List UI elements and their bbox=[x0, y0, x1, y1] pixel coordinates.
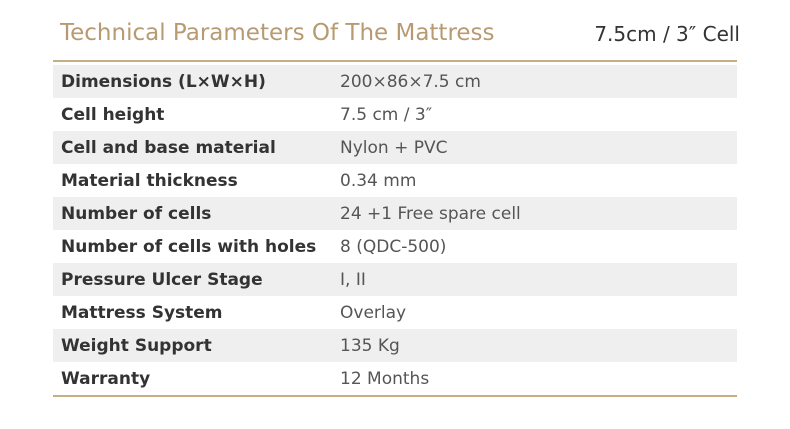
value-cell: 200×86×7.5 cm bbox=[340, 71, 481, 92]
value-cell: 0.34 mm bbox=[340, 170, 417, 191]
value-cell: Nylon + PVC bbox=[340, 137, 448, 158]
value-cell: 8 (QDC-500) bbox=[340, 236, 447, 257]
value-cell: I, II bbox=[340, 269, 366, 290]
table-row: Mattress System Overlay bbox=[53, 296, 737, 329]
label-cell: Cell height bbox=[61, 104, 165, 125]
label-cell: Dimensions (L×W×H) bbox=[61, 71, 266, 92]
value-cell: Overlay bbox=[340, 302, 407, 323]
table-row: Weight Support 135 Kg bbox=[53, 329, 737, 362]
label-cell: Number of cells with holes bbox=[61, 236, 317, 257]
divider bbox=[53, 395, 737, 397]
value-cell: 12 Months bbox=[340, 368, 430, 389]
label-cell: Mattress System bbox=[61, 302, 223, 323]
table-row: Number of cells with holes 8 (QDC-500) bbox=[53, 230, 737, 263]
table-row: Material thickness 0.34 mm bbox=[53, 164, 737, 197]
table-row: Number of cells 24 +1 Free spare cell bbox=[53, 197, 737, 230]
label-cell: Warranty bbox=[61, 368, 151, 389]
table-row: Cell height 7.5 cm / 3″ bbox=[53, 98, 737, 131]
divider bbox=[53, 60, 737, 62]
value-cell: 135 Kg bbox=[340, 335, 400, 356]
value-cell: 7.5 cm / 3″ bbox=[340, 104, 433, 125]
subtitle: 7.5cm / 3″ Cell bbox=[594, 22, 740, 46]
value-cell: 24 +1 Free spare cell bbox=[340, 203, 521, 224]
label-cell: Weight Support bbox=[61, 335, 212, 356]
table: Dimensions (L×W×H) 200×86×7.5 cm Cell heig… bbox=[53, 65, 737, 395]
title: Technical Parameters Of The Mattress bbox=[60, 20, 495, 46]
label-cell: Pressure Ulcer Stage bbox=[61, 269, 263, 290]
table-row: Cell and base material Nylon + PVC bbox=[53, 131, 737, 164]
label-cell: Cell and base material bbox=[61, 137, 276, 158]
table-row: Dimensions (L×W×H) 200×86×7.5 cm bbox=[53, 65, 737, 98]
table-row: Warranty 12 Months bbox=[53, 362, 737, 395]
table-row: Pressure Ulcer Stage I, II bbox=[53, 263, 737, 296]
label-cell: Number of cells bbox=[61, 203, 212, 224]
label-cell: Material thickness bbox=[61, 170, 238, 191]
